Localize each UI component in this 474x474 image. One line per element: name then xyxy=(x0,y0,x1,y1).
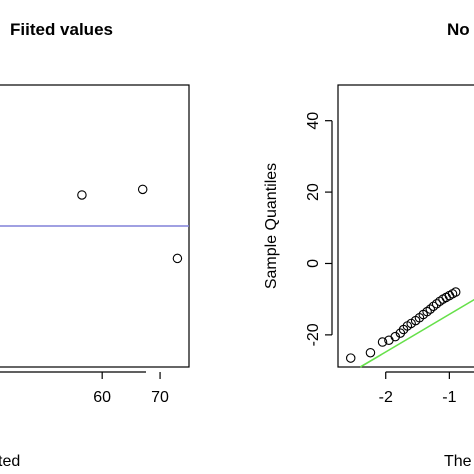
left-x-axis-label: ted xyxy=(0,453,20,470)
right-y-tick-label: 0 xyxy=(305,259,322,268)
right-chart-title: No xyxy=(447,20,470,39)
right-data-point xyxy=(377,337,388,347)
right-plot-frame xyxy=(337,84,474,368)
right-x-axis: -2 -1 xyxy=(379,371,474,406)
right-data-point xyxy=(431,299,442,309)
right-x-tick-label: -1 xyxy=(442,389,456,406)
right-y-axis-label: Sample Quantiles xyxy=(263,163,280,289)
right-data-point xyxy=(390,331,401,342)
residuals-vs-fitted-panel: Fiited values 60 70 ted xyxy=(0,20,190,470)
left-data-point xyxy=(172,253,183,264)
right-data-point xyxy=(425,304,436,314)
right-qq-reference-line xyxy=(359,298,474,368)
right-data-point xyxy=(365,347,376,358)
left-data-point xyxy=(137,184,148,195)
right-data-point xyxy=(345,353,356,363)
right-x-axis-label: The xyxy=(444,453,472,470)
right-y-tick-label: 20 xyxy=(305,183,322,201)
right-x-tick-label: -2 xyxy=(379,389,393,406)
left-chart-title: Fiited values xyxy=(10,20,113,39)
left-x-axis: 60 70 xyxy=(0,371,169,406)
left-points-group xyxy=(77,184,183,264)
right-y-tick-label: -20 xyxy=(305,323,322,346)
left-data-point xyxy=(77,190,87,200)
normal-qq-panel: No -20 0 20 40 -2 -1 Sample Quantiles The xyxy=(263,20,474,470)
right-y-tick-label: 40 xyxy=(305,112,322,130)
left-x-tick-label: 60 xyxy=(93,389,111,406)
right-data-point xyxy=(428,301,439,312)
right-y-axis: -20 0 20 40 xyxy=(305,112,333,346)
right-data-point xyxy=(450,287,461,297)
right-points-group xyxy=(345,287,461,363)
right-data-point xyxy=(422,306,432,317)
left-x-tick-label: 70 xyxy=(151,389,169,406)
